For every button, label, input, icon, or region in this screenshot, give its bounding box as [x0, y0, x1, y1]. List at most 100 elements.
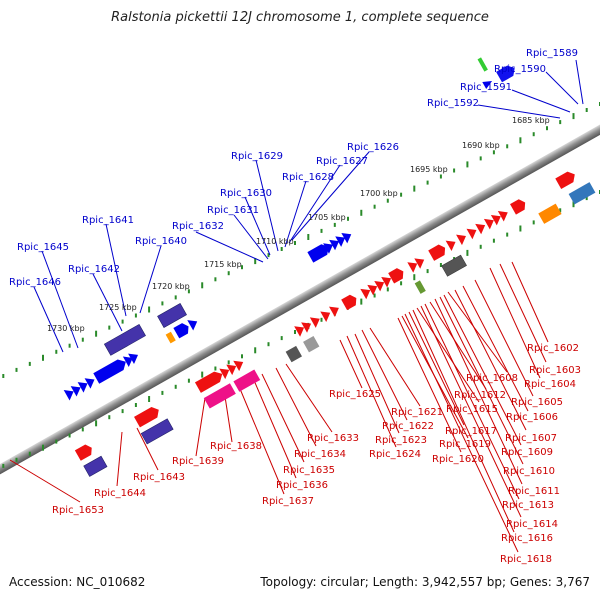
gene-label: Rpic_1605 — [511, 397, 563, 408]
chromosome-backbone — [0, 49, 600, 550]
map-title: Ralstonia pickettii 12J chromosome 1, co… — [111, 10, 489, 25]
ruler-tick — [2, 463, 5, 468]
kbp-label: 1685 kbp — [512, 116, 550, 125]
accession-text: Accession: NC_010682 — [9, 575, 146, 589]
gene-label: Rpic_1592 — [427, 98, 479, 109]
gene-label: Rpic_1608 — [466, 373, 518, 384]
genes-lower-strand — [74, 171, 596, 477]
ruler-tick — [466, 161, 469, 168]
kbp-label: 1690 kbp — [462, 141, 500, 150]
ruler-tick — [439, 174, 442, 179]
gene-label: Rpic_1653 — [52, 505, 104, 516]
ruler-tick — [187, 378, 190, 383]
ruler-tick — [55, 439, 58, 444]
gene-label: Rpic_1627 — [316, 156, 368, 167]
ruler-tick — [267, 342, 270, 347]
ruler-tick — [347, 216, 349, 221]
gene-label: Rpic_1643 — [133, 472, 185, 483]
gene-label: Rpic_1646 — [9, 277, 61, 288]
ruler-tick — [294, 241, 296, 245]
kbp-label: 1725 kbp — [99, 303, 137, 312]
ruler-tick — [532, 132, 535, 137]
ruler-tick — [108, 325, 111, 330]
ruler-tick — [174, 384, 177, 389]
gene-label: Rpic_1634 — [294, 449, 346, 460]
gene-label: Rpic_1602 — [527, 343, 579, 354]
ruler-tick — [519, 225, 522, 232]
ruler-tick — [400, 192, 403, 197]
gene-label: Rpic_1625 — [329, 389, 381, 400]
gene-label: Rpic_1623 — [375, 435, 427, 446]
ruler-tick — [121, 409, 124, 414]
ruler-tick — [519, 137, 522, 144]
gene-label: Rpic_1609 — [501, 447, 553, 458]
ruler-tick — [28, 451, 31, 456]
ruler-tick — [55, 349, 58, 354]
position-ruler — [2, 102, 600, 468]
gene-label: Rpic_1639 — [172, 456, 224, 467]
ruler-tick — [360, 298, 363, 305]
ruler-tick — [42, 354, 44, 361]
ruler-tick — [121, 319, 124, 324]
ruler-tick — [161, 301, 164, 306]
ruler-tick — [479, 244, 482, 249]
genes-upper-strand — [63, 57, 515, 401]
gene-label: Rpic_1620 — [432, 454, 484, 465]
ruler-tick — [506, 144, 509, 149]
ruler-tick — [201, 282, 204, 289]
gene-label: Rpic_1629 — [231, 151, 283, 162]
kbp-label: 1700 kbp — [360, 189, 398, 198]
ruler-tick — [95, 330, 98, 337]
ruler-tick — [81, 337, 84, 342]
ruler-tick — [280, 336, 283, 341]
kbp-label: 1710 kbp — [256, 237, 294, 246]
bottom-leader-lines — [9, 261, 549, 553]
ruler-tick — [360, 209, 363, 216]
ruler-tick — [214, 277, 217, 282]
ruler-tick — [254, 347, 257, 354]
gene-label: Rpic_1591 — [460, 82, 512, 93]
ruler-tick — [187, 289, 190, 294]
ruler-tick — [492, 150, 495, 155]
ruler-tick — [95, 420, 98, 427]
ruler-tick — [413, 274, 416, 281]
gene-label: Rpic_1603 — [529, 365, 581, 376]
ruler-tick — [320, 228, 323, 233]
gene-label: Rpic_1610 — [503, 466, 555, 477]
ruler-tick — [148, 396, 151, 402]
gene-label: Rpic_1640 — [135, 236, 187, 247]
gene-label: Rpic_1616 — [501, 533, 553, 544]
ruler-tick — [267, 253, 270, 258]
ruler-tick — [2, 374, 5, 378]
gene-label: Rpic_1615 — [446, 404, 498, 415]
ruler-tick — [68, 433, 71, 438]
gene-label: Rpic_1641 — [82, 215, 134, 226]
ruler-tick — [439, 263, 442, 267]
bottom-gene-labels: Rpic_1602 Rpic_1603 Rpic_1604 Rpic_1605 … — [52, 343, 581, 565]
kbp-label: 1715 kbp — [204, 260, 242, 269]
gene-label: Rpic_1631 — [207, 205, 259, 216]
ruler-tick — [108, 415, 111, 420]
ruler-tick — [453, 168, 456, 173]
gene-label: Rpic_1630 — [220, 188, 272, 199]
gene-label: Rpic_1638 — [210, 441, 262, 452]
kbp-label: 1720 kbp — [152, 282, 190, 291]
top-gene-labels: Rpic_1589 Rpic_1590 Rpic_1591 Rpic_1592 … — [9, 48, 578, 288]
ruler-tick — [585, 108, 588, 112]
kbp-label: 1730 kbp — [47, 324, 85, 333]
ruler-tick — [81, 427, 84, 432]
gene-label: Rpic_1614 — [506, 519, 558, 530]
ruler-tick — [134, 313, 137, 318]
gene-label: Rpic_1642 — [68, 264, 120, 275]
kbp-label: 1695 kbp — [410, 165, 448, 174]
ruler-tick — [68, 343, 71, 348]
ruler-tick — [373, 204, 376, 209]
ruler-tick — [506, 232, 509, 237]
ruler-tick — [426, 269, 429, 274]
ruler-tick — [386, 287, 389, 292]
ruler-tick — [254, 258, 257, 265]
ruler-tick — [546, 126, 548, 131]
ruler-tick — [227, 360, 230, 365]
ruler-tick — [585, 196, 588, 201]
